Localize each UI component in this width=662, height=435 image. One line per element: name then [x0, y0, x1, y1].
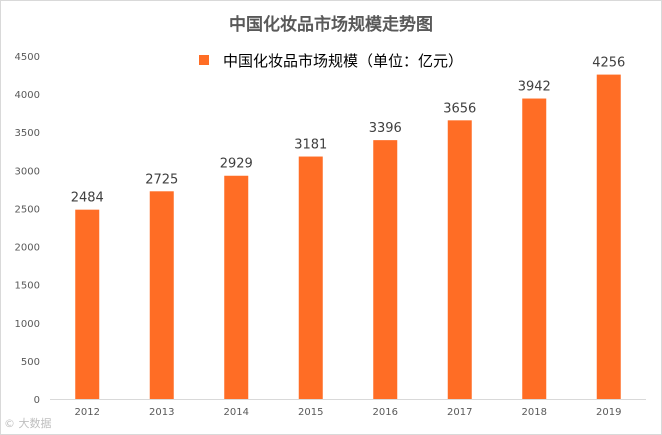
bar	[75, 209, 100, 399]
bar	[224, 175, 249, 399]
data-label: 3656	[443, 101, 476, 116]
bar	[149, 191, 174, 399]
data-label: 2484	[71, 191, 104, 206]
bar	[298, 156, 323, 399]
data-label: 4256	[592, 56, 625, 71]
x-tick-label: 2019	[596, 407, 621, 418]
y-tick-label: 500	[21, 357, 40, 368]
y-tick-label: 0	[34, 395, 40, 406]
x-tick-label: 2014	[224, 407, 249, 418]
y-tick-label: 3000	[15, 166, 40, 177]
bar	[596, 74, 621, 400]
data-label: 2929	[220, 157, 253, 172]
bar	[447, 120, 472, 400]
x-tick-label: 2017	[447, 407, 472, 418]
chart-title: 中国化妆品市场规模走势图	[229, 15, 433, 35]
chart-legend: 中国化妆品市场规模（单位：亿元）	[0, 50, 662, 71]
x-tick-label: 2018	[522, 407, 547, 418]
y-tick-label: 1500	[15, 281, 40, 292]
legend-label: 中国化妆品市场规模（单位：亿元）	[222, 52, 463, 70]
x-tick-label: 2016	[373, 407, 398, 418]
x-tick-label: 2013	[149, 407, 174, 418]
y-tick-label: 3500	[15, 128, 40, 139]
y-tick-label: 2000	[15, 243, 40, 254]
x-tick-label: 2015	[298, 407, 323, 418]
data-label: 3942	[518, 80, 551, 95]
y-tick-label: 4000	[15, 90, 40, 101]
bar	[522, 98, 547, 400]
x-tick-label: 2012	[75, 407, 100, 418]
bar	[373, 140, 398, 399]
data-label: 2725	[145, 172, 178, 187]
data-label: 3181	[294, 138, 327, 153]
y-tick-label: 1000	[15, 319, 40, 330]
y-tick-label: 2500	[15, 204, 40, 215]
y-tick-label: 4500	[15, 52, 40, 63]
data-label: 3396	[369, 121, 402, 136]
legend-swatch	[198, 55, 209, 65]
watermark: © 大数据	[4, 417, 52, 430]
